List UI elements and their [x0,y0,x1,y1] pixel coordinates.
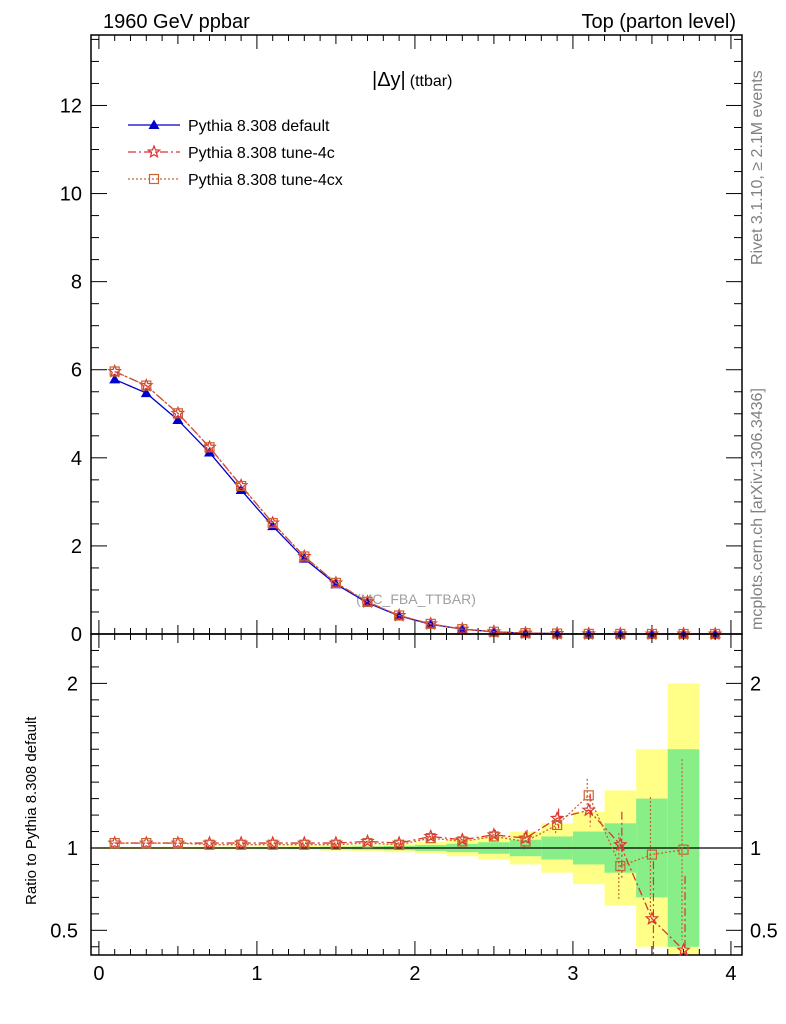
main-y-tick-label: 4 [71,448,82,470]
main-y-tick-label: 8 [71,272,82,294]
ratio-series [107,759,691,957]
square-marker [552,819,563,831]
square-marker [267,839,278,850]
square-marker [583,790,594,801]
main-y-tick-label: 12 [60,95,82,117]
x-tick-label: 1 [251,963,262,985]
triangle-marker [172,414,184,424]
x-tick-label: 2 [409,963,420,985]
legend-label-default: Pythia 8.308 default [188,118,330,135]
ratio-line-tune4cx [114,794,684,867]
triangle-marker [109,373,121,384]
square-marker [236,839,247,850]
ratio-line-tune4c [114,809,684,951]
main-y-tick-label: 0 [71,624,82,646]
analysis-watermark: (MC_FBA_TTBAR) [356,591,476,607]
main-panel: 0 2 4 6 8 10 12 |Δy| (ttbar) (MC_FBA_TTBAR) Pyt… [60,34,743,646]
square-marker [148,173,160,185]
triangle-marker [148,119,160,129]
square-marker [109,366,120,377]
square-marker [615,861,626,872]
square-marker [425,833,436,844]
triangle-marker [235,484,247,494]
x-tick-label: 4 [725,963,736,985]
square-marker [172,837,184,849]
ratio-y-tick-label: 2 [67,673,78,695]
square-marker [330,839,342,850]
mcplots-label: mcplots.cern.ch [arXiv:1306.3436] [749,388,766,630]
square-marker [236,480,247,492]
ratio-y-tick-label-right: 1 [750,838,761,860]
square-marker [457,836,468,847]
main-y-tick-label: 10 [60,184,82,206]
plot-title: |Δy| (ttbar) [372,69,452,91]
square-marker [204,839,215,850]
plot-title-main: |Δy| [372,69,406,91]
square-marker [425,618,436,629]
ratio-uncertainty-band [98,683,700,955]
ratio-y-tick-label: 1 [67,838,78,860]
triangle-marker [140,387,152,398]
legend: Pythia 8.308 default Pythia 8.308 tune-4c… [128,118,343,189]
star-marker [146,144,162,159]
x-tick-labels: 0 1 2 3 4 [93,963,736,985]
ratio-ylabel: Ratio to Pythia 8.308 default [23,716,40,905]
main-axes: 0 2 4 6 8 10 12 [60,34,743,646]
square-marker [141,837,152,849]
square-marker [330,577,342,589]
plot-title-sub: (ttbar) [410,73,453,90]
legend-label-tune4cx: Pythia 8.308 tune-4cx [188,172,343,189]
square-marker [204,442,215,453]
main-y-tick-label: 6 [71,360,82,382]
square-marker [646,849,658,860]
ratio-y-tick-label-right: 2 [750,673,761,695]
square-marker [172,408,184,419]
square-marker [394,610,405,621]
square-marker [520,836,531,847]
square-marker [678,844,689,855]
header-left: 1960 GeV ppbar [103,11,250,33]
ratio-y-tick-label-right: 0.5 [750,920,778,942]
square-marker [394,839,405,850]
rivet-label: Rivet 3.1.10, ≥ 2.1M events [749,70,766,265]
square-marker [141,380,152,391]
square-marker [299,551,310,562]
ratio-y-tick-label: 0.5 [50,920,78,942]
ratio-panel: 0.5 0.5 1 1 2 2 Ratio to Pythia 8.308 default [23,633,778,957]
star-marker [613,837,628,851]
star-marker [644,911,660,925]
main-y-tick-label: 2 [71,536,82,558]
square-marker [362,837,373,849]
header-right: Top (parton level) [581,11,736,33]
square-marker [488,831,500,842]
ratio-axes: 0.5 0.5 1 1 2 2 [50,633,778,956]
square-marker [362,596,373,607]
star-marker [581,802,597,817]
x-tick-label: 0 [93,963,104,985]
legend-label-tune4c: Pythia 8.308 tune-4c [188,145,335,162]
ratio-frame [90,633,743,956]
square-marker [267,517,278,529]
square-marker [109,837,120,849]
x-tick-label: 3 [567,963,578,985]
star-marker [676,942,691,957]
square-marker [299,839,310,850]
